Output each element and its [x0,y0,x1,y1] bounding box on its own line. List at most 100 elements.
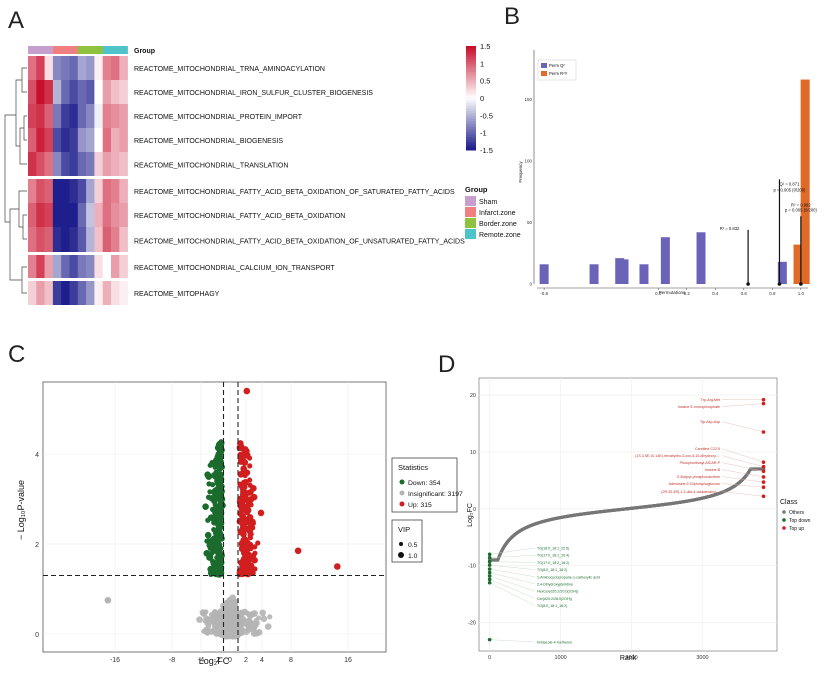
heatmap-cell [36,128,45,152]
volcano-point-insignificant [196,616,203,623]
volcano-point-insignificant [260,615,268,622]
heatmap-cell [61,255,70,279]
volcano-point-up [334,563,341,570]
color-scale-step [466,51,476,55]
heatmap-cell [94,203,103,227]
heatmap-cell [52,80,62,104]
volcano-x-tick: -4 [198,657,204,664]
rank-top-up-label: Trp-Arg-Met [701,398,720,402]
heatmap-cell [36,227,45,254]
volcano-point-up [247,535,254,541]
heatmap-cell [94,104,103,128]
rank-top-down-label: TG(8:0_18:1_18:2) [537,568,567,572]
color-scale-step [466,147,476,151]
group-bar-cell [69,46,79,54]
heatmap-cell [86,227,95,254]
rank-top-up-label: Adenosine 5'-Diphosphoglucose [669,482,720,486]
heatmap-cell [36,80,45,104]
heatmap-cell [44,128,54,152]
heatmap-row-label: REACTOME_MITOCHONDRIAL_FATTY_ACID_BETA_O… [134,239,465,246]
volcano-point-up [240,467,248,475]
volcano-point-up [252,544,258,550]
heatmap-cell [61,227,70,254]
color-scale-step [466,118,476,122]
group-bar-cell [36,46,45,54]
rank-label-leader [489,568,536,577]
heatmap-cell [111,281,120,305]
volcano-point-insignificant [244,620,250,626]
heatmap-cell [52,104,62,128]
rank-point-top-up [761,430,766,434]
color-scale-step [466,121,476,125]
heatmap-cell [36,203,45,227]
permutation-legend-swatch [541,71,547,76]
heatmap-cell [119,227,128,254]
heatmap-cell [28,179,37,203]
heatmap-cell [69,128,79,152]
heatmap-cell [86,128,95,152]
volcano-point-down [202,503,209,510]
panel-d: D 0 1000 2000 3000 -20 -10 0 10 20 Trp-Arg-Met Ino… [438,351,811,662]
volcano-point-up [246,516,253,524]
group-bar-cell [52,46,62,54]
color-scale-tick: 1 [480,59,484,68]
group-legend-label: Remote.zone [479,232,521,239]
permutation-x-tick: -0.8 [540,291,548,296]
volcano-point-down [216,524,222,530]
volcano-point-insignificant [246,612,252,618]
heatmap-cell [28,281,37,305]
heatmap-row-label: REACTOME_MITOPHAGY [134,291,220,298]
rank-legend-dot [782,518,786,522]
panel-a: A Group REACTOME_MITOCHONDRIAL_TRNA_AMIN… [4,7,521,305]
group-bar-cell [77,46,87,54]
heatmap-cell [28,203,37,227]
rank-x-tick: 0 [488,655,491,661]
heatmap-cell [44,152,54,177]
rank-point-top-down [487,559,492,564]
heatmap-cell [94,128,103,152]
rank-label-leader [721,491,764,497]
color-scale-step [466,105,476,109]
volcano-point-up [238,459,244,465]
permutation-legend-label: Perm Q² [549,63,565,68]
volcano-point-up [242,536,249,542]
heatmap-cell [44,203,54,227]
heatmap-cell [69,80,79,104]
heatmap-cell [61,56,70,80]
rank-point-top-up [761,464,766,469]
heatmap-cell [86,56,95,80]
color-scale-step [466,92,476,96]
heatmap-cell [111,80,120,104]
heatmap-row-label: REACTOME_MITOCHONDRIAL_FATTY_ACID_BETA_O… [134,213,345,220]
vip-legend-label: 0.5 [408,542,418,549]
volcano-point-insignificant [220,628,226,634]
dendrogram-branch [9,208,22,281]
heatmap-row-labels: REACTOME_MITOCHONDRIAL_TRNA_AMINOACYLATI… [134,66,465,298]
volcano-point-up [241,452,247,458]
heatmap-cell [61,179,70,203]
heatmap-cell [52,255,62,279]
heatmap-cell [44,80,54,104]
permutation-stat-point [746,282,750,286]
heatmap-cell [102,80,112,104]
heatmap-cell [119,128,128,152]
heatmap-cell [102,227,112,254]
volcano-point-down [209,459,215,466]
color-scale-step [466,134,476,138]
heatmap-cell [102,203,112,227]
heatmap-cell [77,281,87,305]
heatmap-cell [61,80,70,104]
heatmap-cell [77,80,87,104]
statistics-legend-label: Up: 315 [408,502,432,509]
heatmap-cell [94,227,103,254]
permutation-bar [539,264,549,284]
rank-top-down-label: TG(17:0_18:2_18:2) [537,561,569,565]
color-scale-step [466,48,476,52]
heatmap-cell [52,56,62,80]
heatmap-cell [28,80,37,104]
group-bar-cell [44,46,54,54]
heatmap-cell [69,56,79,80]
volcano-point-up [241,459,249,466]
heatmap-gap [28,176,129,179]
volcano-point-up [239,443,245,450]
